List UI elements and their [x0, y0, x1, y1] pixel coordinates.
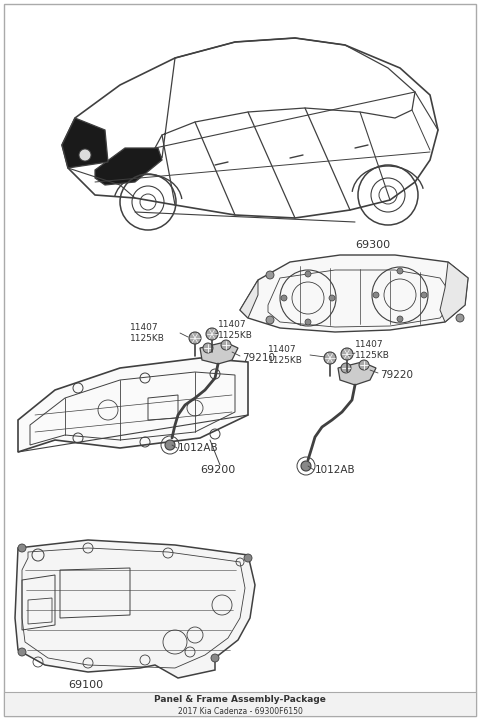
Text: 79220: 79220 — [380, 370, 413, 380]
Circle shape — [18, 648, 26, 656]
Polygon shape — [18, 358, 248, 452]
Circle shape — [221, 340, 231, 350]
Circle shape — [211, 654, 219, 662]
Circle shape — [18, 544, 26, 552]
Polygon shape — [240, 280, 258, 318]
Circle shape — [397, 316, 403, 322]
Circle shape — [301, 461, 311, 471]
Polygon shape — [440, 262, 468, 322]
Circle shape — [397, 268, 403, 274]
Polygon shape — [15, 540, 255, 678]
Text: 69100: 69100 — [68, 680, 103, 690]
Circle shape — [341, 363, 351, 373]
Text: 11407
1125KB: 11407 1125KB — [355, 341, 390, 360]
Circle shape — [324, 352, 336, 364]
Circle shape — [165, 440, 175, 450]
Bar — [4, 692, 476, 716]
Circle shape — [305, 271, 311, 277]
Text: 11407
1125KB: 11407 1125KB — [130, 323, 165, 343]
Circle shape — [266, 316, 274, 324]
Circle shape — [266, 271, 274, 279]
Text: 11407
1125KB: 11407 1125KB — [268, 346, 303, 365]
Circle shape — [456, 276, 464, 284]
Text: 79210: 79210 — [242, 353, 275, 363]
Polygon shape — [95, 148, 162, 185]
Text: 1012AB: 1012AB — [315, 465, 356, 475]
Polygon shape — [200, 342, 238, 364]
Circle shape — [421, 292, 427, 298]
Polygon shape — [62, 118, 108, 168]
Text: 69300: 69300 — [355, 240, 390, 250]
Circle shape — [244, 554, 252, 562]
Circle shape — [189, 332, 201, 344]
Text: 1012AB: 1012AB — [178, 443, 218, 453]
Circle shape — [456, 314, 464, 322]
Text: Panel & Frame Assembly-Package: Panel & Frame Assembly-Package — [154, 696, 326, 704]
Circle shape — [373, 292, 379, 298]
Text: 11407
1125KB: 11407 1125KB — [218, 320, 253, 340]
Polygon shape — [338, 362, 376, 385]
Circle shape — [341, 348, 353, 360]
Circle shape — [359, 360, 369, 370]
Circle shape — [79, 149, 91, 161]
Circle shape — [305, 319, 311, 325]
Text: 69200: 69200 — [200, 465, 235, 475]
Circle shape — [206, 328, 218, 340]
Circle shape — [281, 295, 287, 301]
Text: 2017 Kia Cadenza - 69300F6150: 2017 Kia Cadenza - 69300F6150 — [178, 706, 302, 716]
Polygon shape — [240, 255, 468, 332]
Circle shape — [329, 295, 335, 301]
Circle shape — [203, 343, 213, 353]
